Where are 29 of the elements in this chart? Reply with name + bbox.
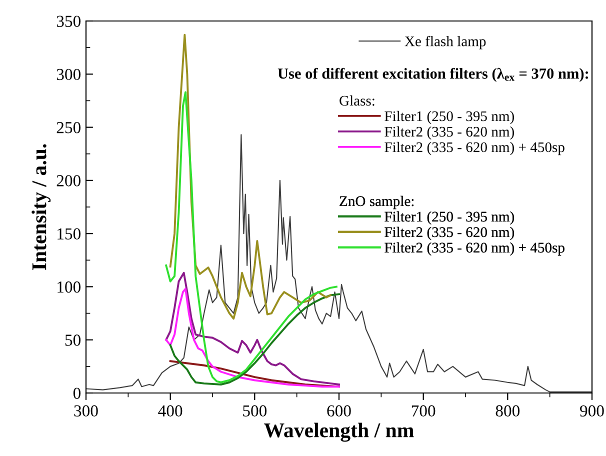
legend-label: Filter2 (335 - 620 nm) + 450sp — [384, 242, 564, 256]
annotation: Use of different excitation filters (λ$_{ex}$ = 370 nm): — [278, 68, 588, 82]
y-tick-label: 50 — [65, 334, 81, 346]
x-tick-label: 500 — [243, 405, 267, 417]
y-tick-label: 250 — [56, 122, 81, 134]
y-tick-label: 200 — [56, 175, 81, 186]
y-axis-title: Intensity / a.u. — [32, 144, 51, 270]
annotation: Glass: — [340, 95, 374, 106]
x-tick-label: 300 — [74, 405, 98, 417]
x-tick-label: 400 — [158, 405, 182, 417]
y-tick-label: 0 — [73, 388, 81, 399]
line-series — [165, 91, 338, 384]
y-tick-label: 350 — [56, 16, 81, 27]
legend-label: Filter2 (335 - 620 nm) — [384, 126, 514, 140]
annotation: ZnO sample: — [340, 196, 414, 210]
x-tick-label: 900 — [580, 405, 604, 417]
legend-label: Filter1 (250 - 395 nm) — [384, 110, 514, 124]
legend-label: Xe flash lamp — [404, 36, 486, 50]
y-tick-label: 100 — [58, 281, 81, 293]
x-tick-label: 700 — [412, 405, 436, 417]
x-axis-title: Wavelength / nm — [264, 422, 414, 442]
x-tick-label: 600 — [327, 405, 351, 417]
x-tick-label: 800 — [496, 405, 520, 417]
line-series — [165, 272, 340, 386]
legend-label: Filter1 (250 - 395 nm) — [384, 211, 514, 225]
y-tick-label: 150 — [58, 228, 81, 240]
y-tick-label: 300 — [56, 68, 81, 80]
legend-label: Filter2 (335 - 620 nm) — [384, 226, 514, 240]
legend-label: Filter2 (335 - 620 nm) + 450sp — [384, 142, 564, 156]
